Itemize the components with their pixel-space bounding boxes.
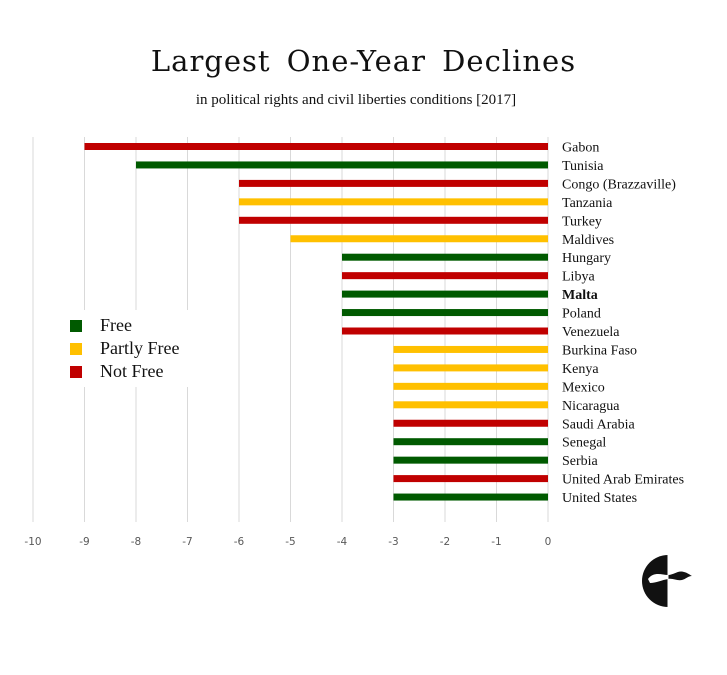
category-label: Mexico xyxy=(562,380,605,395)
category-label: Tunisia xyxy=(562,159,604,174)
category-label: Serbia xyxy=(562,454,599,469)
bar xyxy=(393,438,548,446)
bar xyxy=(342,253,548,261)
legend-label: Not Free xyxy=(100,361,164,381)
category-label: Poland xyxy=(562,307,601,322)
bar xyxy=(239,198,548,206)
category-label: Tanzania xyxy=(562,196,613,211)
bar xyxy=(342,272,548,280)
freedom-house-logo-icon xyxy=(642,555,692,607)
category-label: Congo (Brazzaville) xyxy=(562,177,676,192)
bar xyxy=(393,364,548,372)
category-label: Burkina Faso xyxy=(562,343,637,358)
legend-swatch-partly-free xyxy=(70,342,82,355)
bar xyxy=(393,401,548,409)
x-tick-label: -10 xyxy=(24,536,41,548)
category-labels: Gabon Tunisia Congo (Brazzaville) Tanzania T… xyxy=(562,141,684,507)
bar xyxy=(342,309,548,317)
bar xyxy=(136,161,548,169)
bar xyxy=(393,456,548,464)
bar xyxy=(239,216,548,224)
legend-label: Free xyxy=(100,315,132,335)
bar xyxy=(290,235,548,243)
category-label: Malta xyxy=(562,288,598,303)
bars xyxy=(84,143,548,501)
category-label: United Arab Emirates xyxy=(562,473,684,488)
legend-item-partly-free: Partly Free xyxy=(62,337,202,360)
category-label: Libya xyxy=(562,270,595,285)
bar xyxy=(393,382,548,390)
bar xyxy=(84,143,548,150)
category-label: Nicaragua xyxy=(562,399,620,414)
x-tick-label: -8 xyxy=(131,536,141,548)
x-tick-label: -7 xyxy=(182,536,192,548)
category-label: Venezuela xyxy=(562,325,620,340)
bar xyxy=(393,493,548,501)
x-tick-label: -5 xyxy=(285,536,295,548)
category-label: Senegal xyxy=(562,436,606,451)
bar xyxy=(393,345,548,353)
x-tick-label: -1 xyxy=(491,536,501,548)
category-label: Gabon xyxy=(562,141,599,156)
legend-item-not-free: Not Free xyxy=(62,360,202,383)
bar xyxy=(393,475,548,483)
x-tick-labels: -10 -9 -8 -7 -6 -5 -4 -3 -2 -1 0 xyxy=(24,536,551,548)
legend-item-free: Free xyxy=(62,314,202,337)
legend: Free Partly Free Not Free xyxy=(62,310,202,387)
chart-title: Largest One-Year Declines xyxy=(150,44,577,78)
category-label: Saudi Arabia xyxy=(562,417,635,432)
x-tick-label: 0 xyxy=(545,536,552,548)
x-tick-label: -6 xyxy=(234,536,245,548)
bar xyxy=(342,290,548,298)
category-label: Turkey xyxy=(562,214,602,229)
category-label: United States xyxy=(562,491,637,506)
legend-swatch-not-free xyxy=(70,365,82,378)
x-tick-label: -2 xyxy=(440,536,450,548)
chart-subtitle: in political rights and civil liberties … xyxy=(195,92,517,108)
category-label: Hungary xyxy=(562,251,611,266)
x-tick-label: -3 xyxy=(388,536,398,548)
bar xyxy=(239,179,548,187)
category-label: Kenya xyxy=(562,362,599,377)
x-tick-label: -4 xyxy=(337,536,348,548)
bar-chart: Gabon Tunisia Congo (Brazzaville) Tanzania T… xyxy=(24,137,684,548)
bar xyxy=(393,419,548,427)
category-label: Maldives xyxy=(562,233,614,248)
x-tick-label: -9 xyxy=(79,536,89,548)
bar xyxy=(342,327,548,335)
legend-label: Partly Free xyxy=(100,338,180,358)
legend-swatch-free xyxy=(70,319,82,332)
